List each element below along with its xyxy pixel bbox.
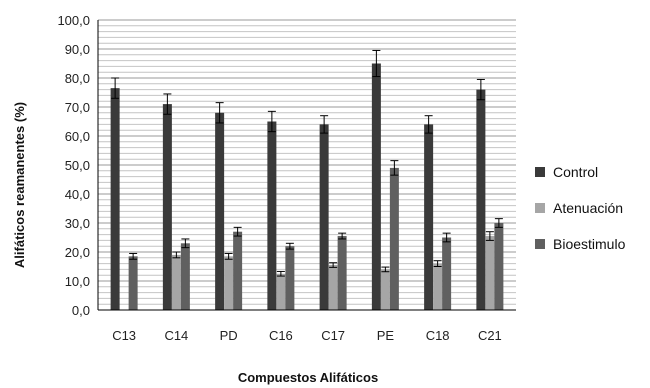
- bar: [215, 112, 225, 310]
- x-tick-label: C18: [426, 328, 450, 343]
- bar: [433, 263, 443, 310]
- y-tick-labels: 0,0 10,0 20,0 30,0 40,0 50,0 60,0 70,0 80,0 90,0 1…: [57, 13, 90, 318]
- y-tick-label: 0,0: [72, 303, 90, 318]
- y-tick-label: 10,0: [65, 274, 90, 289]
- bar: [476, 89, 486, 310]
- error-bars: [111, 49, 503, 277]
- x-tick-label: PE: [377, 328, 395, 343]
- legend-label: Control: [553, 164, 598, 180]
- y-tick-label: 40,0: [65, 187, 90, 202]
- bar: [233, 231, 243, 310]
- legend-label: Bioestimulo: [553, 236, 626, 252]
- bars: [110, 63, 504, 311]
- bar: [128, 256, 138, 310]
- bar: [285, 246, 295, 310]
- x-tick-labels: C13 C14 PD C16 C17 PE C18 C21: [112, 328, 502, 343]
- x-tick-label: C14: [164, 328, 188, 343]
- bar: [442, 237, 452, 310]
- x-tick-label: C17: [321, 328, 345, 343]
- y-tick-label: 60,0: [65, 129, 90, 144]
- y-tick-label: 100,0: [57, 13, 90, 28]
- x-tick-label: C21: [478, 328, 502, 343]
- x-tick-label: C16: [269, 328, 293, 343]
- bar: [319, 124, 329, 311]
- gridlines: [98, 19, 516, 311]
- bar: [371, 63, 381, 310]
- x-tick-label: PD: [220, 328, 238, 343]
- bar: [328, 265, 338, 310]
- bar: [224, 256, 234, 310]
- bar: [267, 121, 277, 310]
- bar: [424, 124, 434, 311]
- legend-swatch: [535, 203, 545, 213]
- y-tick-label: 50,0: [65, 158, 90, 173]
- bar: [180, 243, 190, 310]
- y-tick-label: 20,0: [65, 245, 90, 260]
- y-tick-label: 30,0: [65, 216, 90, 231]
- bar: [110, 88, 120, 311]
- bar: [276, 273, 286, 310]
- bar: [171, 254, 181, 310]
- bar: [485, 236, 495, 310]
- bar: [337, 236, 347, 310]
- x-axis-title: Compuestos Alifáticos: [238, 370, 378, 385]
- y-axis-title: Alifáticos reamanentes (%): [12, 102, 27, 268]
- y-tick-label: 80,0: [65, 71, 90, 86]
- y-tick-label: 90,0: [65, 42, 90, 57]
- bar: [494, 223, 504, 310]
- bar: [380, 269, 390, 310]
- bar: [162, 104, 172, 310]
- x-tick-label: C13: [112, 328, 136, 343]
- legend: Control Atenuación Bioestimulo: [535, 164, 626, 252]
- legend-swatch: [535, 239, 545, 249]
- legend-label: Atenuación: [553, 200, 623, 216]
- legend-swatch: [535, 167, 545, 177]
- bar: [389, 167, 399, 310]
- y-tick-label: 70,0: [65, 100, 90, 115]
